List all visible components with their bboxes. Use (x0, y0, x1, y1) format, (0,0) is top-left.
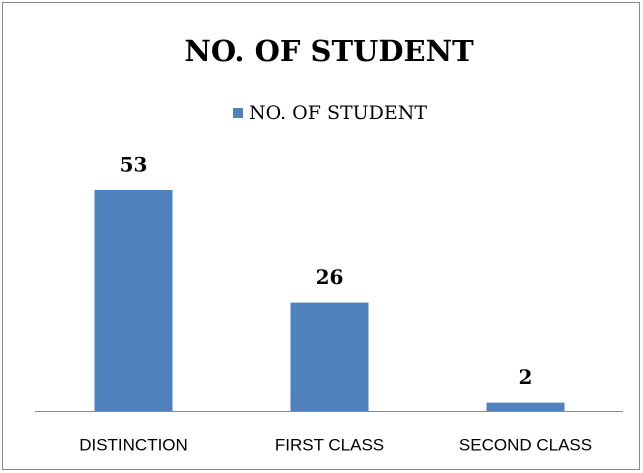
data-label: 2 (519, 365, 533, 389)
data-label: 26 (316, 265, 344, 289)
x-tick-label: FIRST CLASS (275, 435, 384, 454)
bar (486, 402, 565, 411)
bar (290, 302, 369, 411)
legend-label: NO. OF STUDENT (249, 102, 427, 124)
data-label: 53 (120, 153, 148, 177)
legend-swatch (233, 108, 243, 118)
bar (94, 190, 173, 411)
x-tick-label: SECOND CLASS (459, 435, 592, 454)
chart-title: NO. OF STUDENT (184, 34, 474, 68)
x-tick-label: DISTINCTION (79, 435, 188, 454)
